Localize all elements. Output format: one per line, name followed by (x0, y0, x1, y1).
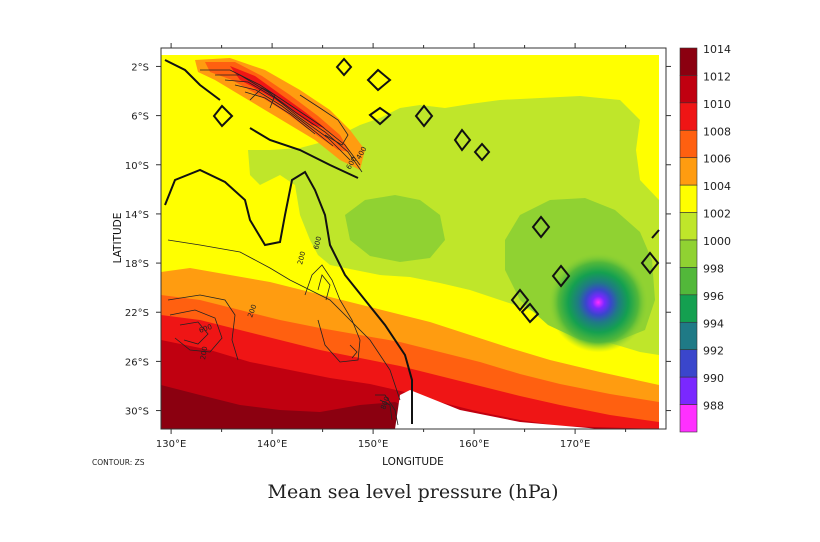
y-tick-label: 22°S (125, 308, 149, 319)
x-tick-label: 150°E (358, 439, 388, 450)
contour-note: CONTOUR: ZS (92, 458, 145, 467)
colorbar-label: 1012 (703, 70, 731, 83)
x-axis-title: LONGITUDE (382, 456, 444, 468)
y-tick-label: 26°S (125, 357, 149, 368)
y-tick-label: 10°S (125, 161, 149, 172)
colorbar-label: 990 (703, 372, 724, 385)
x-tick-label: 130°E (156, 439, 186, 450)
coastline-contours (164, 57, 660, 424)
colorbar-swatch (679, 75, 698, 104)
contour-label: 200 (199, 346, 209, 361)
colorbar-swatch (679, 376, 698, 405)
plot-border (160, 47, 667, 430)
colorbar-label: 1000 (703, 235, 731, 248)
x-tick-label: 140°E (257, 439, 287, 450)
band-1000-west (345, 195, 445, 262)
colorbar-label: 1006 (703, 153, 731, 166)
colorbar-swatch (679, 267, 698, 296)
colorbar-swatch (679, 129, 698, 159)
x-tick-label: 170°E (560, 439, 590, 450)
contour-label: 600 (312, 236, 323, 251)
y-tick-label: 14°S (125, 210, 149, 221)
colorbar-label: 1004 (703, 180, 731, 193)
y-tick-label: 6°S (131, 112, 149, 123)
colorbar-label: 994 (703, 317, 724, 330)
x-axis: 130°E 140°E 150°E 160°E 170°E (156, 43, 627, 450)
colorbar-swatch (679, 321, 698, 351)
colorbar-label: 988 (703, 400, 724, 413)
low-center (548, 252, 649, 353)
contour-label: 200 (296, 251, 307, 266)
colorbar-label: 996 (703, 290, 724, 303)
colorbar-swatch (679, 47, 698, 76)
y-tick-label: 18°S (125, 259, 149, 270)
band-1012-north (205, 62, 350, 152)
band-1012 (161, 340, 659, 429)
colorbar-swatch (679, 349, 698, 378)
colorbar-swatch (679, 184, 698, 213)
colorbar-label: 1008 (703, 125, 731, 138)
pressure-field: 600 200 200 600 200 600 800 400 (161, 48, 666, 429)
x-tick-label: 160°E (459, 439, 489, 450)
chart-title: Mean sea level pressure (hPa) (268, 481, 559, 503)
y-tick-label: 2°S (131, 62, 149, 73)
colorbar-swatch (679, 294, 698, 323)
terrain-contours (167, 69, 401, 426)
colorbar-label: 1014 (703, 43, 731, 56)
colorbar-swatch (679, 212, 698, 241)
y-axis: 2°S 6°S 10°S 14°S 18°S 22°S 26°S 30°S (125, 62, 671, 418)
colorbar-label: 1002 (703, 208, 731, 221)
top-margin (161, 48, 666, 55)
masked-region (395, 390, 600, 429)
colorbar: 1014 1012 1010 1008 1006 1004 1002 1000 998 996 99… (679, 43, 731, 433)
colorbar-swatch (679, 239, 698, 268)
colorbar-swatch (679, 102, 698, 131)
colorbar-swatch (679, 157, 698, 186)
colorbar-swatch (679, 404, 698, 433)
y-tick-label: 30°S (125, 407, 149, 418)
colorbar-label: 992 (703, 345, 724, 358)
colorbar-label: 998 (703, 262, 724, 275)
right-margin (659, 48, 666, 429)
colorbar-label: 1010 (703, 98, 731, 111)
y-axis-title: LATITUDE (112, 213, 124, 264)
